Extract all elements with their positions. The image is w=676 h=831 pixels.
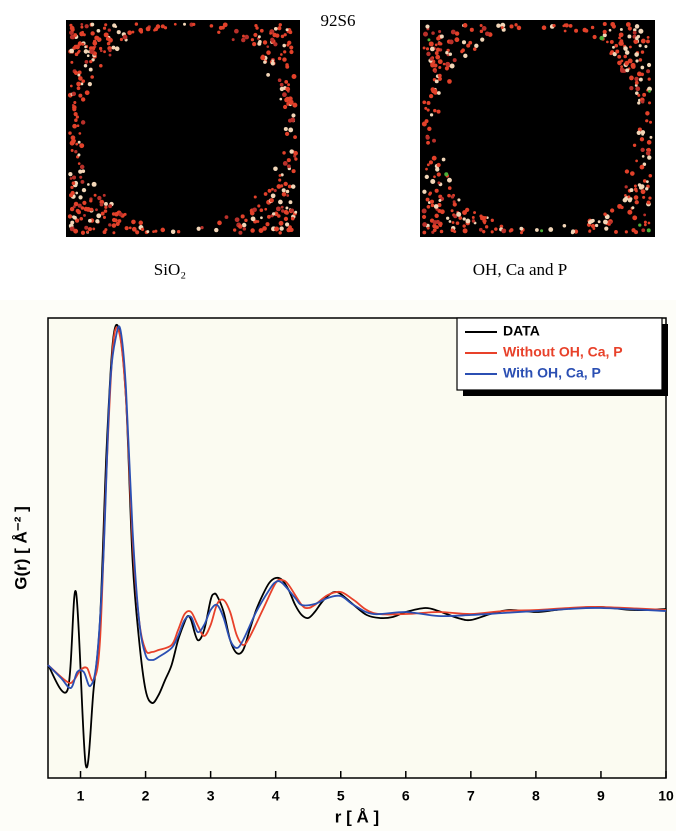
x-tick-label: 10 <box>658 788 674 804</box>
legend-label: Without OH, Ca, P <box>503 344 623 360</box>
x-tick-label: 9 <box>597 788 605 804</box>
x-tick-label: 6 <box>402 788 410 804</box>
image-caption: SiO₂ <box>154 260 186 279</box>
legend-label: DATA <box>503 323 540 339</box>
figure-title: 92S6 <box>321 11 356 30</box>
series-line <box>47 325 667 689</box>
simulation-image <box>420 20 655 237</box>
x-tick-label: 2 <box>142 788 150 804</box>
simulation-image <box>66 20 300 237</box>
x-tick-label: 5 <box>337 788 345 804</box>
x-tick-label: 8 <box>532 788 540 804</box>
y-axis-label: G(r) [ Å⁻² ] <box>11 506 30 590</box>
image-caption: OH, Ca and P <box>473 260 567 279</box>
x-tick-label: 1 <box>77 788 85 804</box>
x-tick-label: 7 <box>467 788 475 804</box>
x-tick-label: 3 <box>207 788 215 804</box>
x-tick-label: 4 <box>272 788 280 804</box>
legend-label: With OH, Ca, P <box>503 365 601 381</box>
chart: 1 2 3 4 5 6 7 8 9 10 r [ Å ] G(r) [ Å⁻² ] DATA Withou… <box>11 317 674 826</box>
x-axis-label: r [ Å ] <box>335 807 379 826</box>
